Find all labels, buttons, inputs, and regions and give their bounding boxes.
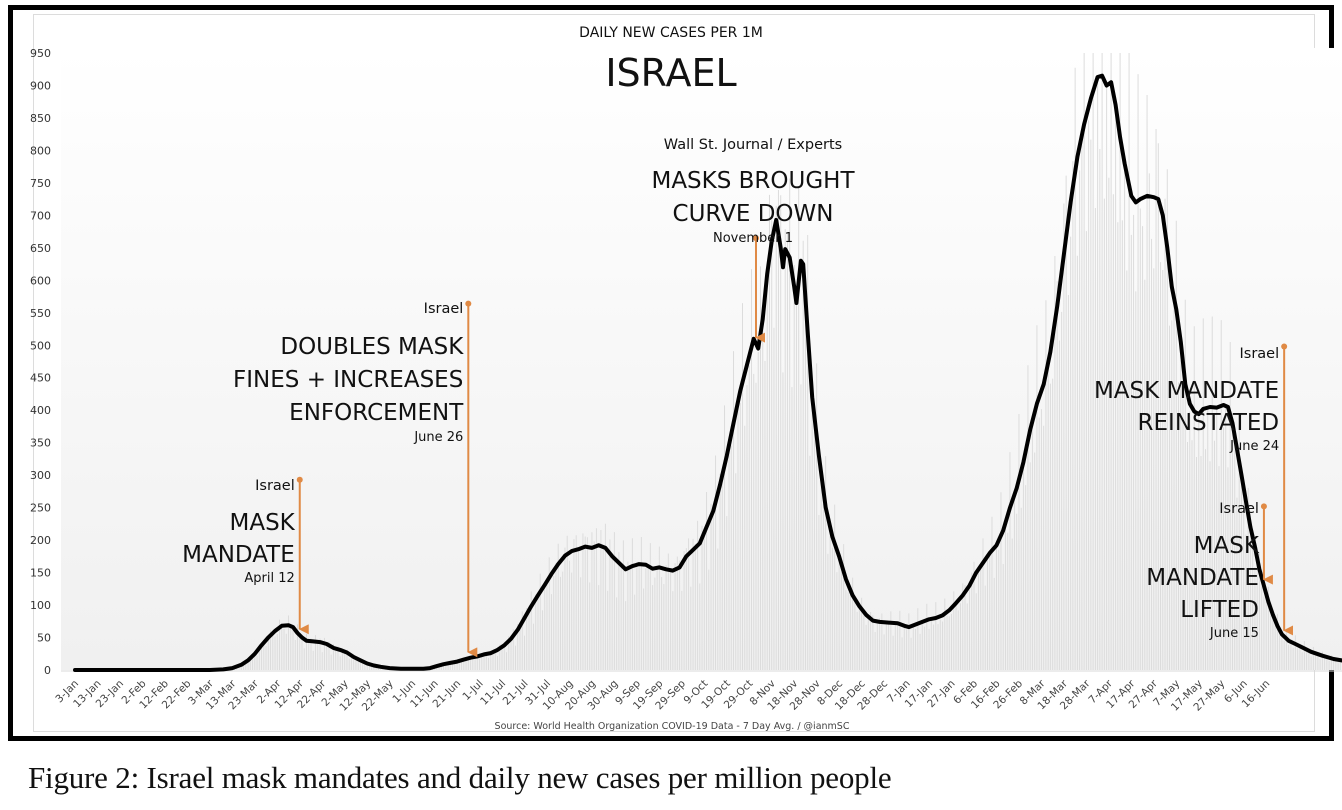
annotation-headline: MASK (1194, 533, 1260, 559)
annotation-headline: LIFTED (1180, 597, 1259, 623)
y-tick-label: 650 (30, 242, 51, 255)
annotation-headline: MANDATE (1146, 565, 1259, 591)
annotation-source: Israel (1240, 346, 1280, 362)
annotation-date: June 26 (413, 430, 463, 445)
annotation-date: November 1 (713, 231, 793, 246)
y-axis: 0 50 100 150 200 250 300 350 400 450 500 550 600 650 7… (30, 47, 51, 677)
chart-title: ISRAEL (605, 51, 736, 95)
annotation-headline: FINES + INCREASES (233, 367, 463, 393)
annotation-headline: REINSTATED (1138, 410, 1280, 436)
y-tick-label: 750 (30, 177, 51, 190)
figure-caption: Figure 2: Israel mask mandates and daily… (28, 760, 892, 795)
annotation-headline: DOUBLES MASK (280, 334, 464, 360)
annotation-source: Israel (1219, 501, 1259, 517)
y-tick-label: 600 (30, 274, 51, 287)
plot-area (61, 47, 1342, 671)
annotation-date: June 24 (1229, 439, 1279, 454)
y-tick-label: 950 (30, 47, 51, 60)
y-tick-label: 150 (30, 567, 51, 580)
y-tick-label: 350 (30, 437, 51, 450)
line-chart: 0 50 100 150 200 250 300 350 400 450 500 550 600 650 7… (30, 25, 1342, 732)
y-tick-label: 100 (30, 599, 51, 612)
annotation-source: Israel (424, 301, 464, 317)
y-tick-label: 50 (37, 632, 51, 645)
y-tick-label: 400 (30, 404, 51, 417)
y-tick-label: 500 (30, 339, 51, 352)
annotations: Israel MASK MANDATE April 12 Israel DOUBLES M… (182, 137, 1294, 658)
annotation-source: Wall St. Journal / Experts (664, 137, 842, 153)
y-tick-label: 450 (30, 372, 51, 385)
annotation: Wall St. Journal / Experts MASKS BROUGHT C… (651, 137, 855, 343)
annotation-headline: MASK (229, 510, 295, 536)
annotation: Israel DOUBLES MASK FINES + INCREASES ENFOR… (233, 300, 478, 658)
y-tick-label: 700 (30, 209, 51, 222)
annotation-date: April 12 (244, 571, 294, 586)
y-tick-label: 550 (30, 307, 51, 320)
annotation-headline: ENFORCEMENT (289, 400, 464, 426)
annotation: Israel MASK MANDATE LIFTED June 15 (1146, 501, 1273, 641)
annotation-date: June 15 (1209, 626, 1259, 641)
y-tick-label: 850 (30, 112, 51, 125)
y-tick-label: 300 (30, 469, 51, 482)
source-note: Source: World Health Organization COVID-… (495, 721, 850, 732)
series-line-cases (73, 73, 1342, 672)
chart-subtitle: DAILY NEW CASES PER 1M (579, 25, 763, 41)
annotation-dot (1260, 503, 1267, 510)
y-tick-label: 200 (30, 534, 51, 547)
y-tick-label: 800 (30, 144, 51, 157)
annotation-source: Israel (255, 478, 295, 494)
annotation-dot (1281, 343, 1288, 350)
x-axis: 3-Jan13-Jan23-Jan2-Feb12-Feb22-Feb3-Mar1… (53, 677, 1272, 713)
y-tick-label: 250 (30, 502, 51, 515)
annotation-dot (296, 476, 303, 483)
annotation-headline: CURVE DOWN (673, 201, 834, 227)
annotation-headline: MANDATE (182, 542, 295, 568)
daily-bars (222, 52, 1341, 670)
annotation: Israel MASK MANDATE REINSTATED June 24 (1094, 343, 1294, 636)
y-tick-label: 0 (44, 664, 51, 677)
y-tick-label: 900 (30, 79, 51, 92)
annotation-dot (752, 235, 759, 242)
annotation-headline: MASK MANDATE (1094, 378, 1279, 404)
annotation-headline: MASKS BROUGHT (651, 168, 855, 194)
annotation: Israel MASK MANDATE April 12 (182, 476, 309, 635)
annotation-dot (465, 300, 472, 307)
